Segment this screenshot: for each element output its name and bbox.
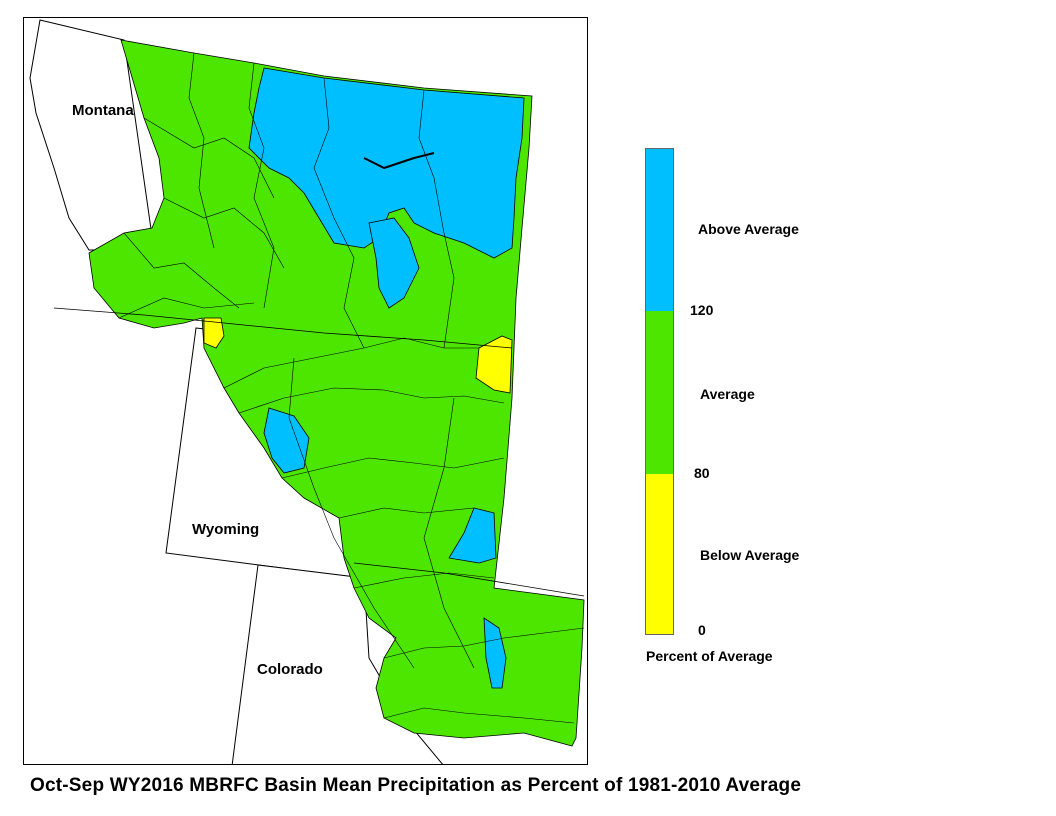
legend-swatch-above bbox=[646, 149, 673, 311]
state-label-wyoming: Wyoming bbox=[192, 521, 260, 538]
basin-map bbox=[29, 19, 585, 764]
below-average-east bbox=[475, 335, 513, 394]
montana-outline bbox=[29, 19, 155, 251]
legend-label-above: Above Average bbox=[698, 221, 799, 237]
legend-break-120: 120 bbox=[690, 302, 714, 318]
below-average-west bbox=[203, 317, 225, 349]
legend-color-bar bbox=[645, 148, 674, 635]
above-average-colorado bbox=[483, 617, 507, 689]
legend-label-average: Average bbox=[700, 386, 755, 402]
basin-region-average bbox=[88, 39, 585, 747]
state-label-colorado: Colorado bbox=[257, 661, 323, 678]
legend-swatch-below bbox=[646, 474, 673, 634]
legend-caption: Percent of Average bbox=[646, 648, 773, 664]
map-title: Oct-Sep WY2016 MBRFC Basin Mean Precipit… bbox=[30, 775, 802, 796]
above-average-south bbox=[448, 507, 497, 564]
legend-break-80: 80 bbox=[694, 465, 710, 481]
basin-divides bbox=[53, 52, 585, 724]
above-average-north bbox=[248, 67, 525, 259]
legend-label-below: Below Average bbox=[700, 547, 800, 563]
legend-break-0: 0 bbox=[698, 622, 706, 638]
legend-swatch-average bbox=[646, 311, 673, 474]
state-label-montana: Montana bbox=[72, 102, 134, 119]
above-average-lake bbox=[263, 407, 310, 474]
above-average-west bbox=[368, 217, 420, 309]
map-frame: Montana Wyoming Colorado bbox=[23, 17, 588, 765]
